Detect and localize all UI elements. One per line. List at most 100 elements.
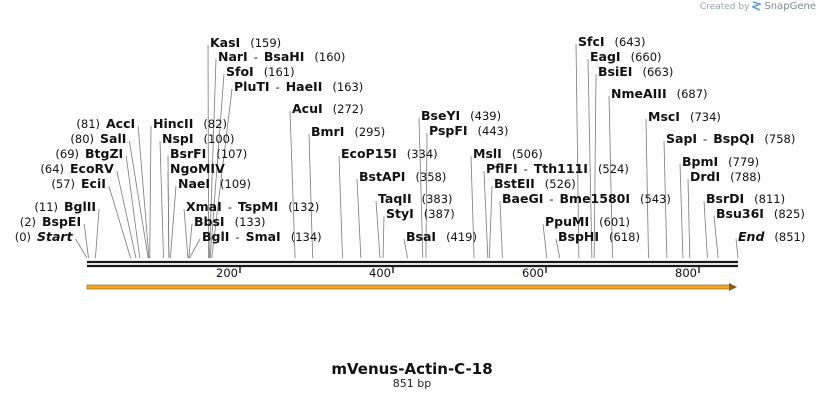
leader-line <box>593 73 597 259</box>
name-separator: - <box>254 50 258 64</box>
site-label: (0) Start <box>15 229 74 244</box>
leader-line <box>159 140 164 259</box>
leader-line <box>679 163 684 259</box>
site-label: NarI - BsaHI (160) <box>218 49 345 64</box>
site-label: (64) EcoRV <box>40 161 114 176</box>
site-label: (81) AccI <box>76 116 135 131</box>
site-label: PspFI (443) <box>429 123 508 138</box>
site-label: MscI (734) <box>648 109 721 124</box>
enzyme-name: BpmI <box>682 154 718 169</box>
site-position: (0) <box>15 230 31 244</box>
enzyme-name: SalI <box>100 131 126 146</box>
leader-line <box>208 58 217 259</box>
site-label: HincII (82) <box>153 116 227 131</box>
site-position: (779) <box>728 155 759 169</box>
ruler-tick-label: 400 <box>369 266 391 280</box>
site-position: (643) <box>615 35 646 49</box>
leader-line <box>209 73 225 259</box>
name-separator: - <box>703 132 707 146</box>
site-label: BseYI (439) <box>421 108 501 123</box>
site-position: (443) <box>478 124 509 138</box>
site-position: (851) <box>774 230 805 244</box>
enzyme-name: XmaI <box>186 199 222 214</box>
site-label: EcoP15I (334) <box>341 146 438 161</box>
site-position: (69) <box>55 147 79 161</box>
enzyme-name: EcoRV <box>70 161 114 176</box>
enzyme-name: MslI <box>473 146 502 161</box>
site-label: BmrI (295) <box>311 124 385 139</box>
site-label: BsaI (419) <box>406 229 477 244</box>
leader-line <box>211 88 233 259</box>
leader-line <box>608 95 613 259</box>
leader-line <box>95 208 100 259</box>
site-label: PluTI - HaeII (163) <box>234 79 363 94</box>
enzyme-name: BglI <box>202 229 229 244</box>
feature-arrowhead <box>729 283 737 291</box>
leader-line <box>188 223 193 259</box>
name-separator: - <box>276 80 280 94</box>
enzyme-name: DrdI <box>690 169 720 184</box>
site-position: (334) <box>407 147 438 161</box>
enzyme-name: PspFI <box>429 123 468 138</box>
site-label: SfcI (643) <box>578 34 645 49</box>
leader-line <box>713 215 719 259</box>
dna-backbone <box>87 260 738 268</box>
site-position: (618) <box>609 230 640 244</box>
leader-line <box>575 43 580 259</box>
site-position: (57) <box>51 177 75 191</box>
site-position: (543) <box>640 192 671 206</box>
site-position: (272) <box>333 102 364 116</box>
leader-line <box>735 238 739 259</box>
enzyme-name: SapI <box>666 131 697 146</box>
credit-prefix: Created by <box>699 1 750 12</box>
leader-line <box>375 200 381 259</box>
plasmid-length: 851 bp <box>392 377 432 390</box>
enzyme-name: PflFI <box>486 161 518 176</box>
site-label: BsrFI (107) <box>170 146 247 161</box>
site-position: (758) <box>764 132 795 146</box>
name-separator: - <box>549 192 553 206</box>
enzyme-name: BaeGI <box>502 191 543 206</box>
leader-line <box>169 185 177 259</box>
site-position: (163) <box>332 80 363 94</box>
site-label: NspI (100) <box>162 131 234 146</box>
site-label: Bsu36I (825) <box>716 206 805 221</box>
enzyme-name: BsiEI <box>598 64 632 79</box>
credit-brand: SnapGene <box>764 1 816 12</box>
site-label: KasI (159) <box>210 35 281 50</box>
leader-line <box>418 117 424 259</box>
leader-line <box>425 132 428 259</box>
enzyme-name: NaeI <box>178 176 210 191</box>
ruler: 200 400 600 800 <box>216 266 700 280</box>
enzyme-name: BstEII <box>494 176 535 191</box>
enzyme-name: NmeAIII <box>611 86 667 101</box>
leader-line <box>382 215 385 259</box>
site-position: (524) <box>598 162 629 176</box>
enzyme-name: BmrI <box>311 124 344 139</box>
site-label: EagI (660) <box>590 49 662 64</box>
leader-line <box>128 140 149 259</box>
enzyme-name: SmaI <box>246 229 281 244</box>
snapgene-credit: Created by SnapGene <box>700 1 816 12</box>
name-separator: - <box>524 162 528 176</box>
plasmid-title: mVenus-Actin-C-18 <box>331 360 493 378</box>
site-position: (160) <box>314 50 345 64</box>
site-position: (825) <box>774 207 805 221</box>
leader-line <box>75 238 88 259</box>
leader-line <box>116 170 137 259</box>
enzyme-name: Tth111I <box>534 161 588 176</box>
site-label: BstAPI (358) <box>359 169 446 184</box>
leader-line <box>308 133 314 259</box>
enzyme-name: PpuMI <box>545 214 589 229</box>
enzyme-name: End <box>738 229 765 244</box>
site-position: (132) <box>288 200 319 214</box>
feature-bar <box>86 284 731 290</box>
leader-line <box>183 208 189 259</box>
site-label: BaeGI - Bme1580I (543) <box>502 191 671 206</box>
enzyme-name: EagI <box>590 49 621 64</box>
enzyme-name: MscI <box>648 109 680 124</box>
leader-line <box>289 110 296 259</box>
site-position: (64) <box>40 162 64 176</box>
site-label: NmeAIII (687) <box>611 86 708 101</box>
leader-line <box>338 155 343 259</box>
